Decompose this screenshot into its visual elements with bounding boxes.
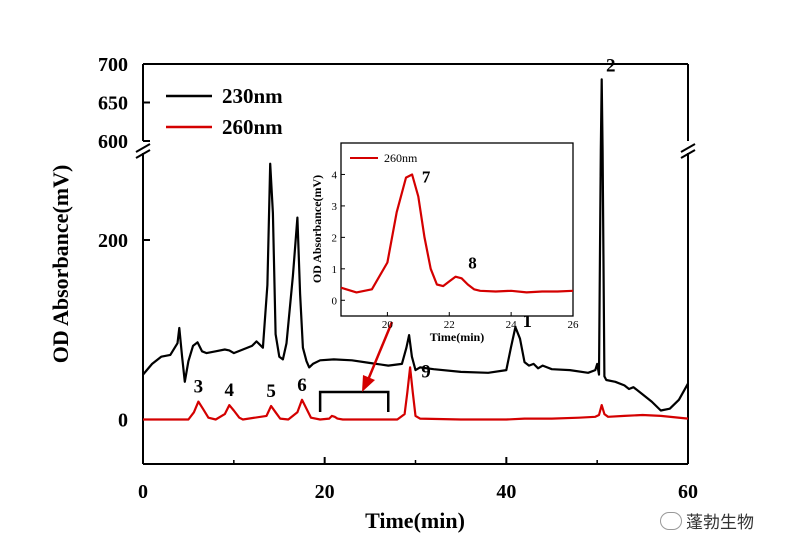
- y-tick-label: 0: [118, 410, 128, 432]
- inset-y-tick-label: 1: [332, 264, 338, 276]
- wechat-icon: [660, 512, 682, 530]
- inset-x-tick-label: 24: [506, 319, 518, 331]
- peak-label-4: 4: [225, 380, 235, 401]
- inset-peak-labels: 78: [422, 167, 477, 272]
- legend: 230nm 260nm: [166, 84, 283, 139]
- inset-x-axis-title: Time(min): [430, 330, 484, 344]
- y-tick-label: 700: [98, 54, 128, 76]
- x-tick-label: 0: [138, 481, 148, 503]
- inset-peak-label-8: 8: [468, 254, 477, 273]
- peak-label-3: 3: [194, 377, 204, 398]
- inset-peak-label-7: 7: [422, 167, 431, 186]
- inset-axis-ticks: 20 22 24 26 0 1 2 3 4: [332, 169, 580, 331]
- series-line-260nm: [143, 366, 689, 421]
- inset-series-line-260nm: [340, 173, 574, 294]
- axis-break-right: [680, 143, 696, 159]
- peak-label-9: 9: [421, 361, 431, 382]
- series-line-230nm: [142, 78, 689, 412]
- axis-break-left: [135, 143, 151, 159]
- peak-label-5: 5: [266, 381, 276, 402]
- inset-y-axis-title: OD Absorbance(mV): [310, 175, 324, 283]
- watermark: 蓬勃生物: [660, 508, 754, 533]
- legend-label-260nm: 260nm: [222, 115, 283, 139]
- inset-y-tick-label: 3: [332, 201, 338, 213]
- legend-label-230nm: 230nm: [222, 84, 283, 108]
- peak-labels: 123 4 5 69: [194, 55, 616, 402]
- x-tick-label: 60: [678, 481, 698, 503]
- y-axis-title: OD Absorbance(mV): [48, 165, 73, 364]
- inset-frame: [340, 142, 574, 317]
- x-tick-label: 40: [496, 481, 516, 503]
- inset-legend-label: 260nm: [384, 151, 418, 165]
- y-tick-label: 200: [98, 230, 128, 252]
- inset-y-tick-label: 2: [332, 232, 338, 244]
- inset-x-tick-label: 20: [382, 319, 394, 331]
- zoom-region-bracket: [318, 390, 390, 412]
- x-axis-title: Time(min): [365, 508, 465, 533]
- inset-y-tick-label: 0: [332, 295, 338, 307]
- inset-x-tick-label: 22: [444, 319, 455, 331]
- inset-y-tick-label: 4: [332, 169, 338, 181]
- y-tick-label: 650: [98, 93, 128, 115]
- y-tick-label: 600: [98, 131, 128, 153]
- watermark-text: 蓬勃生物: [686, 513, 754, 533]
- peak-label-6: 6: [297, 375, 307, 396]
- peak-label-1: 1: [522, 311, 532, 332]
- x-tick-label: 20: [315, 481, 335, 503]
- inset-x-tick-label: 26: [568, 319, 580, 331]
- peak-label-2: 2: [606, 55, 616, 76]
- zoom-arrow: [362, 321, 394, 392]
